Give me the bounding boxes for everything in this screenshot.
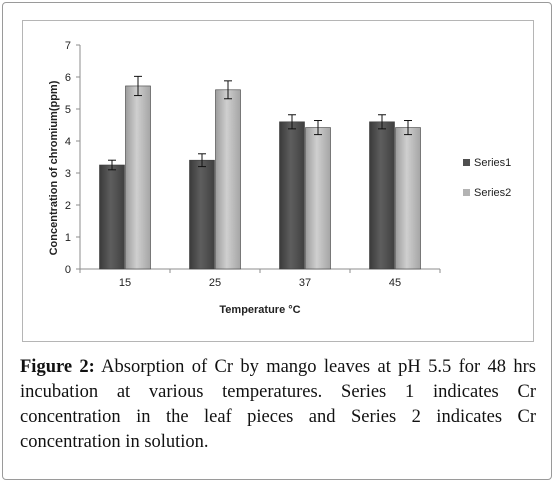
legend-label-series2: Series2 — [474, 187, 511, 199]
y-tick-label: 5 — [65, 104, 71, 116]
bar-series2-15 — [125, 85, 151, 270]
x-tick-label: 25 — [209, 277, 221, 289]
error-bar-series2-15 — [134, 75, 142, 97]
y-tick-label: 6 — [65, 72, 71, 84]
y-tick-label: 0 — [65, 264, 71, 276]
legend-swatch-series2 — [463, 189, 470, 196]
y-tick-label: 7 — [65, 40, 71, 52]
bar-chart: Temperature °C Concentration of chromium… — [48, 40, 511, 316]
error-bar-series1-15 — [108, 159, 116, 171]
bar-series1-37 — [279, 121, 305, 270]
error-bar-series1-45 — [378, 114, 386, 130]
y-tick-label: 2 — [65, 200, 71, 212]
figure-caption: Figure 2: Absorption of Cr by mango leav… — [20, 355, 536, 455]
x-tick-label: 37 — [299, 277, 311, 289]
bar-series1-15 — [99, 164, 125, 270]
y-tick-label: 3 — [65, 168, 71, 180]
error-bar-series1-37 — [288, 114, 296, 130]
error-bar-series1-25 — [198, 153, 206, 168]
error-bar-series2-45 — [404, 120, 412, 136]
x-tick-label: 15 — [119, 277, 131, 289]
error-bar-series2-37 — [314, 120, 322, 136]
bar-series2-45 — [395, 127, 421, 270]
legend-swatch-series1 — [463, 159, 470, 166]
caption-lead: Figure 2: — [20, 357, 95, 377]
y-tick-label: 1 — [65, 232, 71, 244]
x-axis-title: Temperature °C — [219, 304, 300, 316]
bar-series2-25 — [215, 89, 241, 270]
legend-label-series1: Series1 — [474, 157, 511, 169]
bar-series2-37 — [305, 127, 331, 270]
caption-text: Absorption of Cr by mango leaves at pH 5… — [20, 357, 536, 452]
bar-series1-45 — [369, 121, 395, 270]
x-tick-label: 45 — [389, 277, 401, 289]
chart-frame: Temperature °C Concentration of chromium… — [22, 20, 534, 342]
error-bar-series2-25 — [224, 80, 232, 100]
y-axis-title: Concentration of chromium(ppm) — [48, 80, 60, 255]
bar-series1-25 — [189, 159, 215, 270]
y-tick-label: 4 — [65, 136, 71, 148]
legend: Series1 Series2 — [463, 157, 511, 199]
